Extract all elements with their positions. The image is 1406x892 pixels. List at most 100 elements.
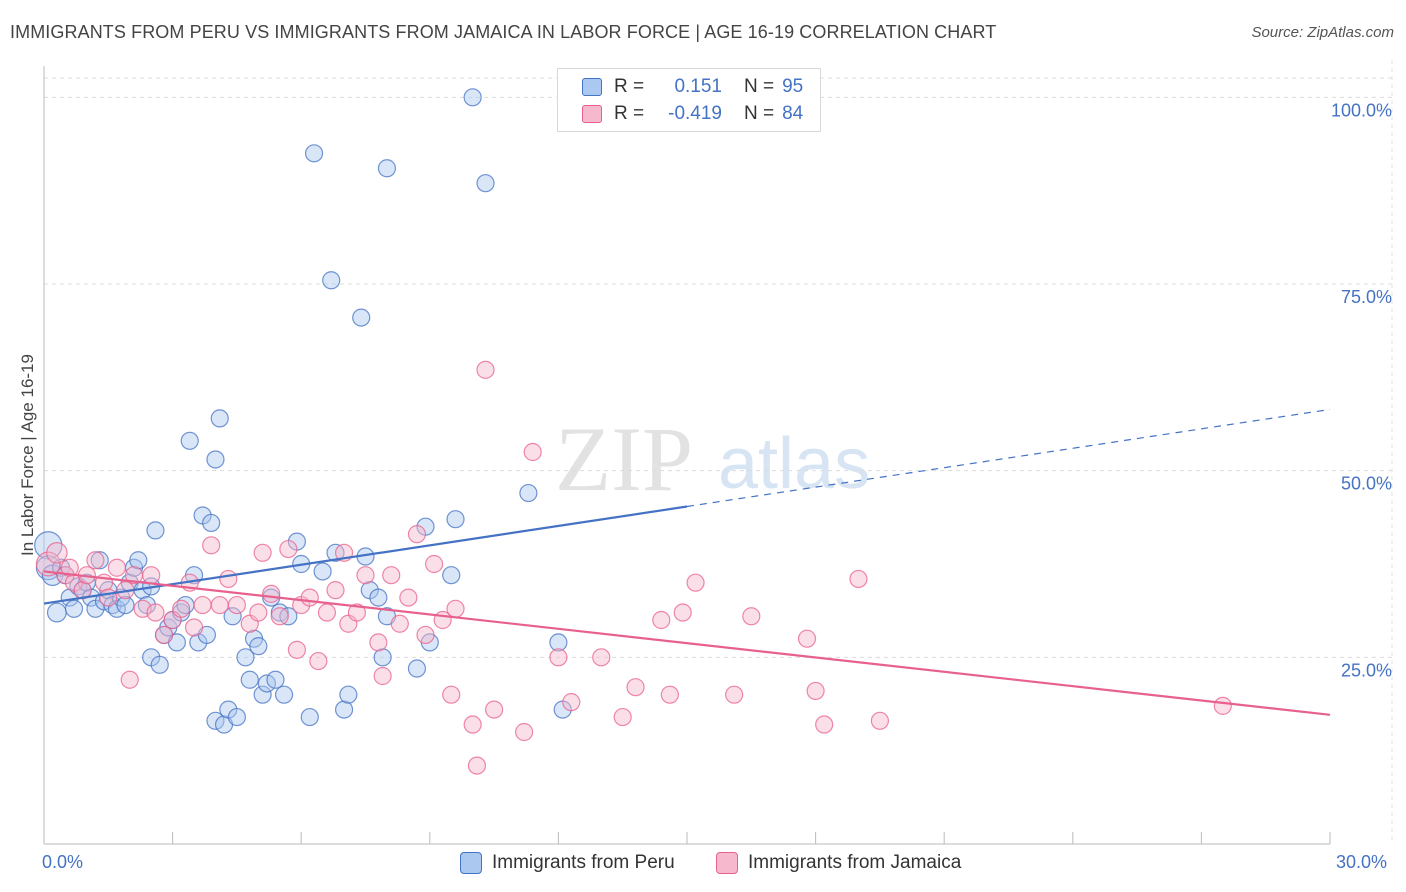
jamaica-point — [120, 670, 139, 689]
jamaica-point — [210, 595, 229, 615]
peru-point — [249, 637, 268, 656]
peru-point — [202, 513, 221, 533]
jamaica-point — [317, 603, 337, 622]
jamaica-point — [300, 588, 319, 607]
peru-point — [519, 483, 538, 503]
jamaica-point — [253, 543, 272, 562]
n-label: N = — [744, 103, 775, 124]
jamaica-point — [592, 648, 611, 667]
jamaica-point — [523, 442, 542, 462]
jamaica-point — [172, 599, 191, 618]
peru-point — [407, 659, 427, 678]
r-value: 0.151 — [674, 76, 722, 97]
peru-point — [304, 144, 324, 163]
jamaica-point — [46, 541, 68, 564]
jamaica-point — [467, 756, 487, 775]
peru-point — [373, 648, 392, 667]
jamaica-point — [60, 558, 79, 577]
n-value: 95 — [782, 76, 804, 97]
peru-point — [274, 685, 294, 704]
jamaica-point — [463, 715, 482, 734]
legend-item-peru[interactable]: Immigrants from Peru — [460, 852, 675, 874]
y-tick-label: 25.0% — [1341, 660, 1392, 680]
jamaica-point — [262, 584, 281, 603]
jamaica-point — [725, 685, 744, 704]
peru-point — [129, 551, 148, 570]
jamaica-point — [424, 554, 444, 574]
peru-point — [46, 602, 67, 623]
jamaica-point — [476, 360, 495, 379]
r-value: -0.419 — [668, 103, 722, 124]
n-label: N = — [744, 76, 775, 97]
jamaica-point — [227, 595, 246, 615]
peru-point — [300, 707, 319, 727]
jamaica-point — [107, 558, 126, 577]
peru-point — [369, 588, 388, 607]
jamaica-point — [99, 588, 118, 607]
peru-point — [223, 607, 242, 626]
jamaica-point — [613, 707, 632, 727]
stats-row-jamaica: R = -0.419 N = 84 — [582, 102, 803, 126]
jamaica-point — [652, 610, 671, 630]
jamaica-point — [660, 685, 679, 704]
jamaica-point — [202, 536, 221, 555]
jamaica-point — [86, 551, 105, 570]
jamaica-point — [1213, 696, 1232, 715]
y-tick-labels: 25.0% 50.0% 75.0% 100.0% — [1331, 100, 1392, 680]
jamaica-point — [347, 603, 367, 622]
peru-point — [463, 88, 482, 107]
r-label: R = — [614, 103, 645, 124]
peru-point — [266, 670, 285, 689]
peru-point — [253, 685, 272, 704]
jamaica-point — [485, 700, 504, 719]
data-points — [34, 88, 1232, 775]
jamaica-point — [35, 551, 61, 577]
watermark: ZIP atlas — [555, 408, 870, 510]
legend-item-jamaica[interactable]: Immigrants from Jamaica — [716, 852, 961, 874]
peru-swatch — [582, 78, 602, 96]
watermark-atlas: atlas — [718, 424, 870, 504]
jamaica-point — [686, 573, 705, 592]
stats-row-peru: R = 0.151 N = 95 — [582, 75, 803, 99]
jamaica-point — [446, 599, 465, 618]
peru-point — [236, 648, 255, 667]
jamaica-point — [309, 651, 328, 671]
jamaica-swatch — [716, 852, 738, 874]
jamaica-point — [369, 633, 388, 652]
legend-label-jamaica: Immigrants from Jamaica — [748, 852, 962, 873]
jamaica-swatch — [582, 105, 602, 123]
jamaica-point — [326, 581, 345, 600]
jamaica-point — [549, 648, 568, 667]
jamaica-point — [849, 569, 868, 589]
n-value: 84 — [782, 103, 804, 124]
peru-point — [180, 431, 199, 450]
jamaica-point — [356, 566, 375, 585]
peru-trend-line — [43, 505, 688, 605]
peru-point — [446, 510, 465, 529]
peru-point — [64, 599, 84, 618]
jamaica-point — [270, 607, 289, 626]
jamaica-point — [742, 607, 761, 626]
peru-point — [206, 450, 225, 469]
x-axis-min-label: 0.0% — [42, 852, 84, 872]
peru-point — [150, 655, 169, 674]
jamaica-point — [515, 722, 534, 742]
x-axis-max-label: 30.0% — [1336, 852, 1388, 872]
source-label: Source: ZipAtlas.com — [1251, 24, 1394, 41]
jamaica-point — [287, 640, 307, 659]
jamaica-point — [562, 693, 581, 712]
jamaica-point — [626, 678, 645, 697]
peru-swatch — [460, 852, 482, 874]
jamaica-point — [184, 618, 204, 637]
jamaica-point — [154, 625, 174, 645]
peru-point — [442, 566, 461, 585]
jamaica-point — [193, 595, 212, 615]
peru-point — [90, 551, 109, 570]
axes — [43, 66, 1331, 845]
jamaica-point — [442, 685, 461, 704]
peru-point — [227, 707, 246, 727]
legend-label-peru: Immigrants from Peru — [492, 852, 675, 873]
peru-point — [549, 633, 568, 652]
jamaica-point — [249, 603, 268, 622]
